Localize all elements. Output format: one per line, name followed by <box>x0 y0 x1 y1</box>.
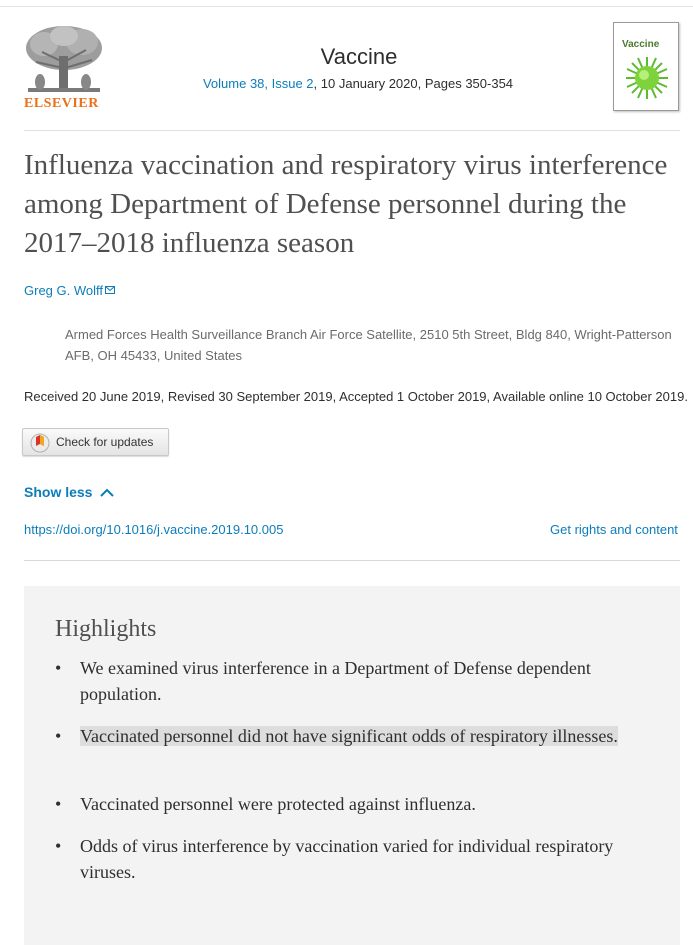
mail-icon[interactable] <box>105 282 115 297</box>
highlight-text: Vaccinated personnel were protected agai… <box>80 794 476 814</box>
show-less-toggle[interactable]: Show less <box>24 484 93 500</box>
check-for-updates-button[interactable]: Check for updates <box>22 428 169 456</box>
journal-cover[interactable]: Vaccine <box>613 22 679 111</box>
author-name: Greg G. Wolff <box>24 283 103 298</box>
bullet: • <box>55 726 62 746</box>
highlight-text: We examined virus interference in a Depa… <box>80 658 591 704</box>
highlights-heading: Highlights <box>55 616 157 642</box>
journal-title[interactable]: Vaccine <box>320 44 398 69</box>
elsevier-tree-logo[interactable] <box>22 22 106 114</box>
bullet: • <box>55 658 62 678</box>
selected-highlight-text: Vaccinated personnel did not have signif… <box>80 726 618 746</box>
affiliation: Armed Forces Health Surveillance Branch … <box>65 327 672 363</box>
author-link[interactable]: Greg G. Wolff <box>24 282 115 298</box>
header-divider <box>24 130 680 131</box>
chevron-up-icon[interactable] <box>100 488 114 497</box>
check-updates-label: Check for updates <box>56 435 154 449</box>
list-item: • Odds of virus interference by vaccinat… <box>55 833 635 885</box>
section-divider <box>24 560 680 561</box>
list-item: • We examined virus interference in a De… <box>55 655 635 707</box>
virus-cover-icon <box>626 57 668 99</box>
highlight-text: Odds of virus interference by vaccinatio… <box>80 836 614 882</box>
article-title: Influenza vaccination and respiratory vi… <box>24 149 668 259</box>
list-item: • Vaccinated personnel were protected ag… <box>55 791 635 817</box>
cover-label: Vaccine <box>622 39 660 50</box>
highlight-text-wrapper: Vaccinated personnel did not have signif… <box>80 723 640 749</box>
volume-issue-link[interactable]: Volume 38, Issue 2 <box>202 76 314 91</box>
bullet: • <box>55 836 62 856</box>
rights-link[interactable]: Get rights and content <box>550 522 678 537</box>
highlights-panel: Highlights • We examined virus interfere… <box>24 586 680 945</box>
doi-link[interactable]: https://doi.org/10.1016/j.vaccine.2019.1… <box>24 522 284 537</box>
article-history: Received 20 June 2019, Revised 30 Septem… <box>24 389 688 404</box>
date-pages: , 10 January 2020, Pages 350-354 <box>313 76 514 91</box>
top-divider <box>0 6 693 7</box>
journal-meta: Volume 38, Issue 2, 10 January 2020, Pag… <box>140 76 576 91</box>
check-updates-icon <box>30 433 50 453</box>
publisher-name: ELSEVIER <box>24 96 99 111</box>
bullet: • <box>55 794 62 814</box>
list-item: • Vaccinated personnel did not have sign… <box>55 723 635 775</box>
